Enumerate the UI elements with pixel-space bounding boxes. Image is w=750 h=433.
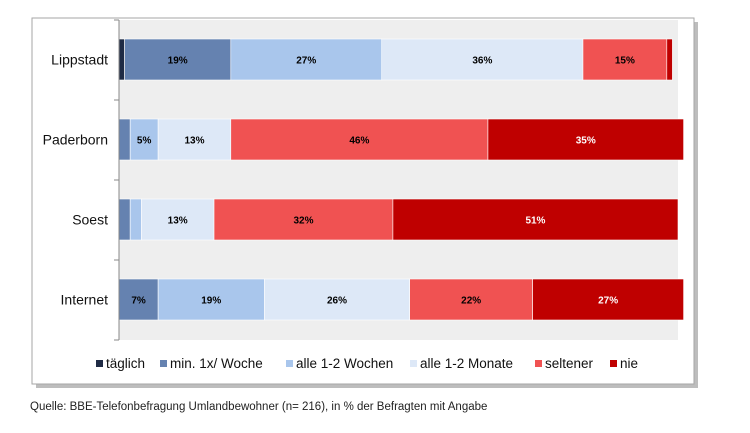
data-label: 36% xyxy=(472,56,492,67)
legend-label: täglich xyxy=(106,356,145,371)
category-label: Lippstadt xyxy=(51,52,108,68)
bar-segment xyxy=(124,38,232,81)
bar-segment xyxy=(157,278,265,321)
bar-segment xyxy=(118,118,131,161)
legend-swatch xyxy=(410,360,417,367)
data-label: 26% xyxy=(327,296,347,307)
bar-segment xyxy=(264,278,410,321)
category-label: Paderborn xyxy=(43,132,108,148)
data-label: 19% xyxy=(201,296,221,307)
data-label: 22% xyxy=(461,296,481,307)
category-label: Internet xyxy=(61,292,109,308)
bar-segment xyxy=(532,278,684,321)
data-label: 19% xyxy=(168,56,188,67)
category-axis xyxy=(114,19,120,341)
legend-swatch xyxy=(96,360,103,367)
data-label: 13% xyxy=(168,216,188,227)
legend-swatch xyxy=(286,360,293,367)
category-labels: Lippstadt Paderborn Soest Internet xyxy=(43,52,108,308)
bar-segment xyxy=(118,38,125,81)
data-label: 27% xyxy=(296,56,316,67)
legend-label: nie xyxy=(620,356,638,371)
bar-segment xyxy=(157,118,232,161)
legend-label: min. 1x/ Woche xyxy=(170,356,263,371)
legend-label: alle 1-2 Monate xyxy=(420,356,513,371)
legend-swatch xyxy=(610,360,617,367)
bar-segment xyxy=(487,118,684,161)
data-label: 13% xyxy=(184,136,204,147)
data-label: 15% xyxy=(615,56,635,67)
data-label: 5% xyxy=(137,136,152,147)
legend-swatch xyxy=(535,360,542,367)
legend-swatch xyxy=(160,360,167,367)
data-label: 35% xyxy=(576,136,596,147)
bar-segment xyxy=(213,198,394,241)
source-note: Quelle: BBE-Telefonbefragung Umlandbewoh… xyxy=(30,401,488,413)
bar-segment xyxy=(392,198,679,241)
data-label: 32% xyxy=(293,216,313,227)
category-label: Soest xyxy=(72,212,108,228)
legend: täglich min. 1x/ Woche alle 1-2 Wochen alle… xyxy=(96,356,638,371)
bar-segment xyxy=(381,38,584,81)
legend-label: seltener xyxy=(545,356,594,371)
bar-segment xyxy=(141,198,215,241)
data-label: 51% xyxy=(525,216,545,227)
data-label: 27% xyxy=(598,296,618,307)
bars-group: 19% 27% 36% 15% 5% 13% 46% 35% 13% 32% 51% 7% 19% 26%… xyxy=(118,38,684,321)
bar-segment xyxy=(129,198,142,241)
bar-segment xyxy=(129,118,159,161)
bar-segment xyxy=(118,198,131,241)
data-label: 46% xyxy=(349,136,369,147)
bar-segment xyxy=(582,38,668,81)
legend-label: alle 1-2 Wochen xyxy=(296,356,393,371)
bar-segment xyxy=(230,38,383,81)
bar-segment xyxy=(666,38,673,81)
bar-segment xyxy=(118,278,159,321)
data-label: 7% xyxy=(131,296,146,307)
